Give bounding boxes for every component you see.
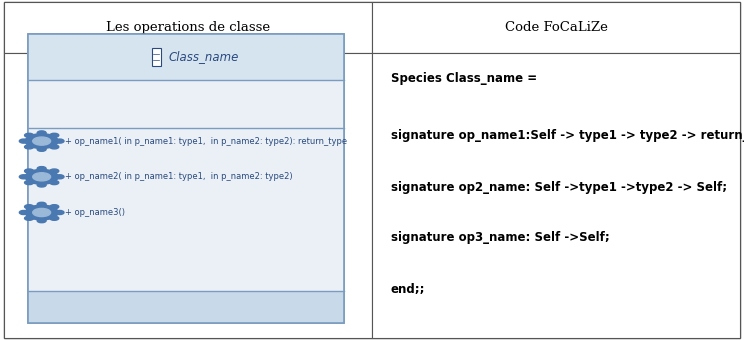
Circle shape	[25, 145, 33, 149]
Text: Les operations de classe: Les operations de classe	[106, 21, 270, 34]
Circle shape	[19, 139, 28, 143]
Circle shape	[25, 205, 33, 209]
Circle shape	[50, 205, 59, 209]
Text: end;;: end;;	[391, 283, 425, 295]
Circle shape	[25, 134, 58, 149]
Text: signature op_name1:Self -> type1 -> type2 -> return_type;: signature op_name1:Self -> type1 -> type…	[391, 130, 744, 142]
Circle shape	[37, 147, 46, 151]
Bar	[28, 80, 344, 128]
Text: + op_name2( in p_name1: type1,  in p_name2: type2): + op_name2( in p_name1: type1, in p_name…	[65, 172, 293, 181]
Circle shape	[55, 139, 64, 143]
Bar	[28, 128, 344, 291]
Circle shape	[33, 137, 51, 145]
Circle shape	[37, 219, 46, 223]
Text: Species Class_name =: Species Class_name =	[391, 72, 536, 85]
Text: signature op3_name: Self ->Self;: signature op3_name: Self ->Self;	[391, 232, 609, 244]
Circle shape	[33, 173, 51, 181]
Circle shape	[25, 181, 33, 185]
Circle shape	[25, 133, 33, 137]
Circle shape	[25, 169, 58, 184]
Circle shape	[50, 145, 59, 149]
Text: Class_name: Class_name	[168, 50, 239, 64]
Bar	[372, 53, 740, 338]
Circle shape	[50, 133, 59, 137]
Circle shape	[37, 167, 46, 171]
Circle shape	[37, 202, 46, 206]
Bar	[4, 2, 372, 53]
Circle shape	[33, 208, 51, 217]
Circle shape	[19, 175, 28, 179]
Bar	[152, 48, 161, 66]
Text: Code FoCaLiZe: Code FoCaLiZe	[504, 21, 608, 34]
Circle shape	[19, 210, 28, 215]
Circle shape	[25, 169, 33, 173]
Text: + op_name1( in p_name1: type1,  in p_name2: type2): return_type: + op_name1( in p_name1: type1, in p_name…	[65, 137, 347, 146]
Bar	[372, 2, 740, 53]
Circle shape	[50, 169, 59, 173]
Circle shape	[55, 175, 64, 179]
Circle shape	[50, 181, 59, 185]
Circle shape	[55, 210, 64, 215]
Bar	[28, 34, 344, 323]
Circle shape	[25, 205, 58, 220]
Bar	[4, 53, 372, 338]
Circle shape	[37, 131, 46, 135]
Bar	[28, 34, 344, 323]
Circle shape	[50, 216, 59, 220]
Bar	[28, 34, 344, 80]
Text: + op_name3(): + op_name3()	[65, 208, 126, 217]
Bar	[28, 291, 344, 323]
Circle shape	[25, 216, 33, 220]
Circle shape	[37, 183, 46, 187]
Text: signature op2_name: Self ->type1 ->type2 -> Self;: signature op2_name: Self ->type1 ->type2…	[391, 181, 727, 193]
